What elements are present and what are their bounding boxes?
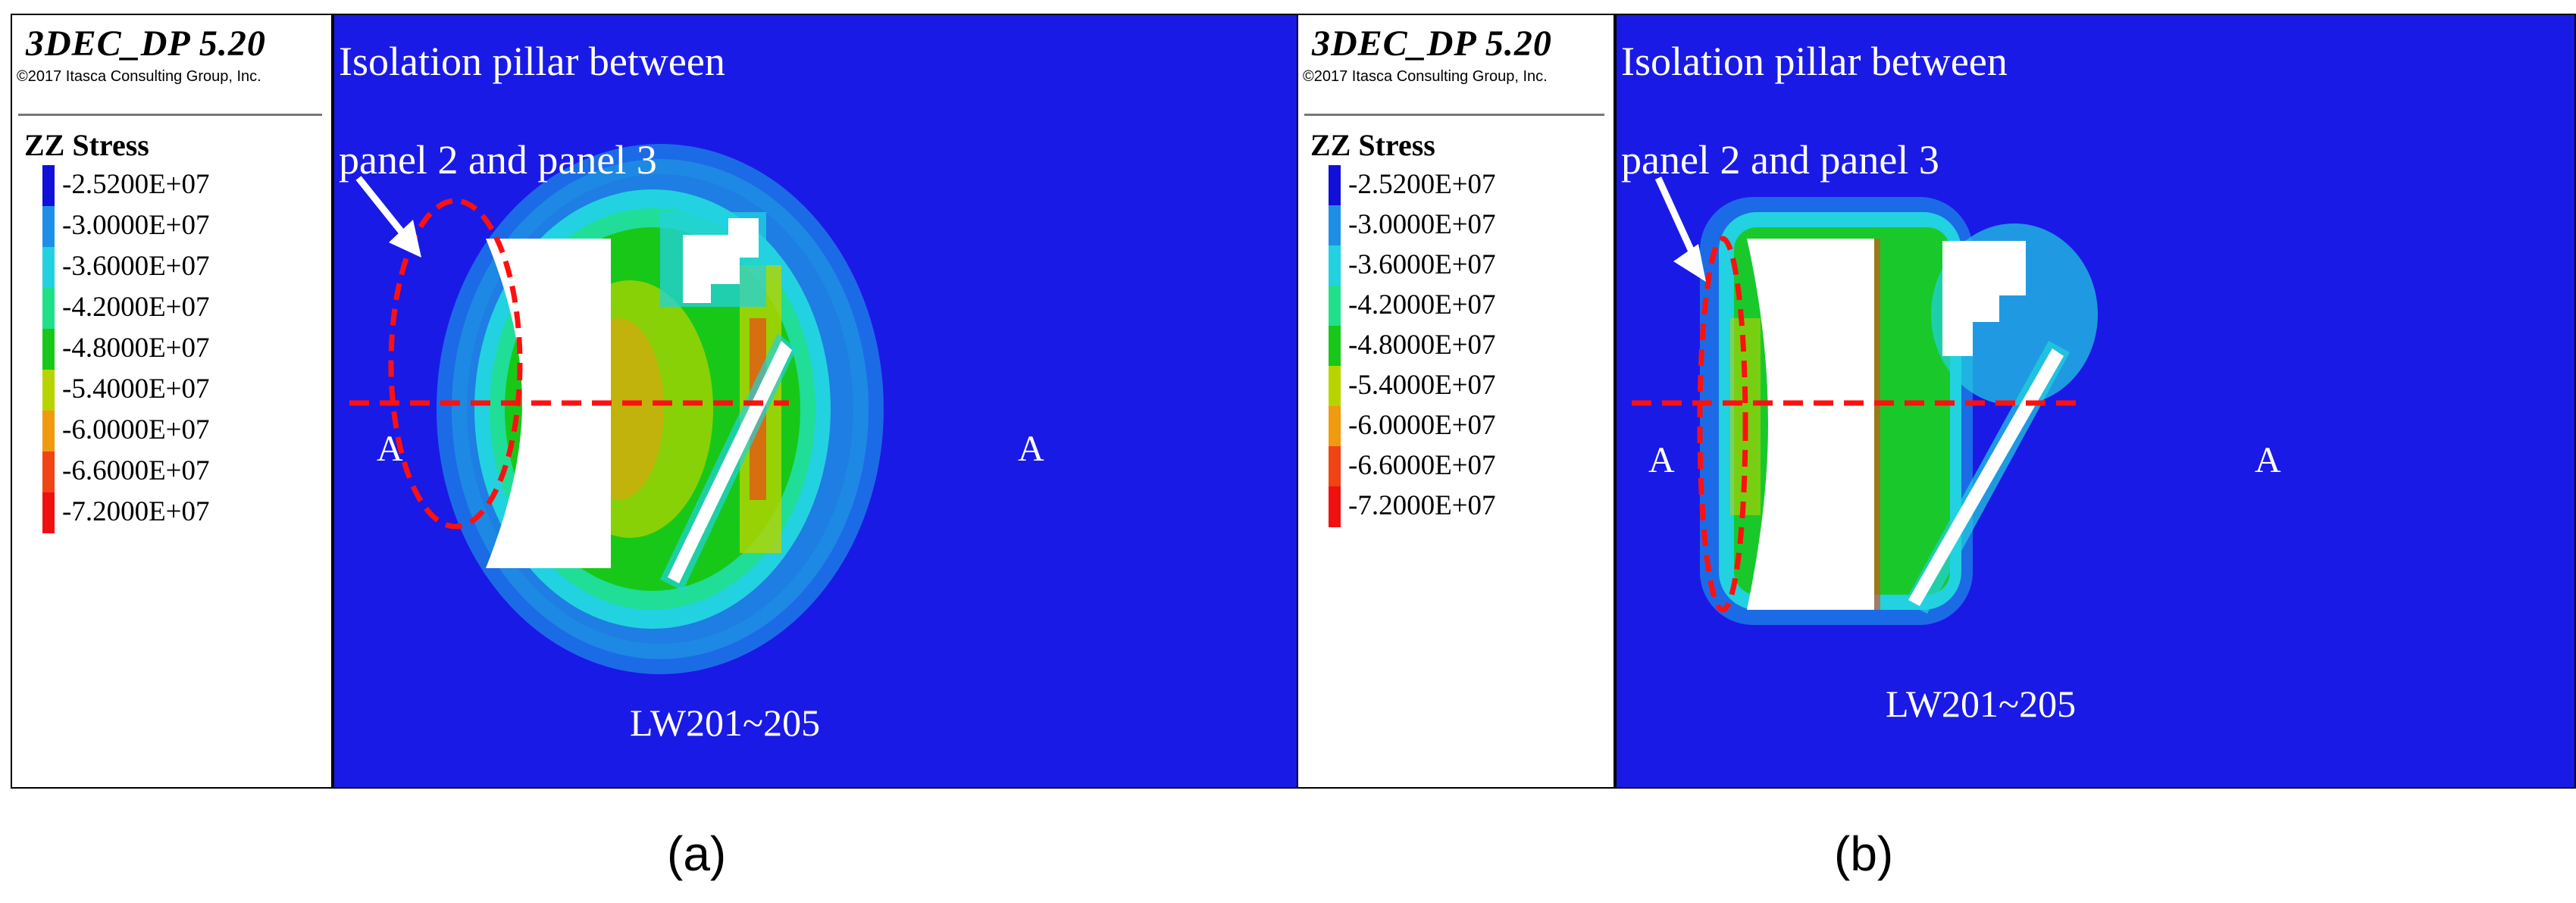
legend-swatch — [1329, 245, 1341, 286]
panel-label-b: LW201~205 — [1886, 683, 2077, 725]
goaf-stair-b — [1942, 241, 2026, 356]
legend-swatch — [42, 165, 55, 206]
legend-swatch — [1329, 406, 1341, 447]
legend-swatch — [42, 329, 55, 370]
section-label-left-b: A — [1648, 440, 1675, 480]
legend-level-label: -3.6000E+07 — [1348, 249, 1496, 280]
stress-field-a — [349, 144, 884, 674]
legend-level-label: -5.4000E+07 — [1348, 370, 1496, 401]
legend-swatch — [42, 288, 55, 329]
legend-level-label: -6.0000E+07 — [62, 414, 210, 445]
legend-level-label: -3.0000E+07 — [62, 210, 210, 241]
goaf-diagonal-b — [1908, 348, 2064, 606]
legend-level-label: -4.2000E+07 — [62, 292, 210, 323]
legend-quantity-title: ZZ Stress — [1310, 128, 1435, 162]
legend-level-label: -4.2000E+07 — [1348, 289, 1496, 320]
section-label-right-b: A — [2255, 440, 2281, 480]
legend-swatch — [1329, 165, 1341, 206]
legend-level-label: -3.0000E+07 — [1348, 209, 1496, 240]
goaf-stair-a — [683, 218, 759, 303]
legend-level-label: -5.4000E+07 — [62, 373, 210, 405]
annotation-line2-b: panel 2 and panel 3 — [1621, 137, 1939, 183]
legend-copyright: ©2017 Itasca Consulting Group, Inc. — [17, 68, 261, 85]
legend-swatch — [42, 370, 55, 411]
legend-swatch — [1329, 446, 1341, 487]
legend-level-label: -3.6000E+07 — [62, 251, 210, 282]
legend-swatch — [42, 411, 55, 452]
legend-level-label: -7.2000E+07 — [62, 496, 210, 527]
stress-contour-map-a: Isolation pillar between panel 2 and pan… — [333, 14, 1299, 789]
legend-level-label: -6.6000E+07 — [62, 455, 210, 486]
legend-swatch — [1329, 286, 1341, 327]
legend-level-label: -7.2000E+07 — [1348, 490, 1496, 521]
annotation-line1-a: Isolation pillar between — [339, 39, 725, 84]
goaf-lw201-205-b — [1747, 239, 1874, 610]
panel-a: 3DEC_DP 5.20 ©2017 Itasca Consulting Gro… — [11, 14, 1299, 790]
legend-level-label: -6.6000E+07 — [1348, 450, 1496, 481]
legend-swatch — [42, 247, 55, 288]
pillar-highlight-ellipse-a — [388, 198, 523, 530]
pointer-arrow-head-a — [389, 220, 421, 258]
legend-swatch — [42, 452, 55, 492]
subfigure-caption-a: (a) — [667, 826, 727, 881]
legend-level-label: -4.8000E+07 — [62, 333, 210, 364]
legend-level-label: -2.5200E+07 — [62, 169, 210, 200]
legend-software-title: 3DEC_DP 5.20 — [1312, 23, 1552, 64]
panel-b: 3DEC_DP 5.20 ©2017 Itasca Consulting Gro… — [1297, 14, 2576, 790]
legend-b: 3DEC_DP 5.20 ©2017 Itasca Consulting Gro… — [1297, 14, 1615, 789]
legend-swatch — [1329, 486, 1341, 527]
subfigure-caption-b: (b) — [1834, 826, 1894, 881]
annotation-line1-b: Isolation pillar between — [1621, 39, 2008, 84]
legend-level-label: -6.0000E+07 — [1348, 410, 1496, 441]
legend-a: 3DEC_DP 5.20 ©2017 Itasca Consulting Gro… — [11, 14, 333, 789]
halo-rim-a — [437, 144, 884, 674]
legend-quantity-title: ZZ Stress — [24, 128, 149, 162]
section-label-right-a: A — [1018, 429, 1044, 469]
legend-software-title: 3DEC_DP 5.20 — [26, 23, 266, 64]
legend-swatch — [1329, 366, 1341, 407]
section-label-left-a: A — [377, 429, 403, 469]
pointer-arrow-shaft-b — [1654, 177, 1700, 263]
abutment-edge-b — [1874, 239, 1880, 610]
pillar-highlight-ellipse-b — [1697, 236, 1748, 613]
legend-copyright: ©2017 Itasca Consulting Group, Inc. — [1303, 68, 1548, 85]
legend-divider — [1304, 114, 1604, 116]
annotation-line2-a: panel 2 and panel 3 — [339, 137, 657, 183]
stress-contour-map-b: Isolation pillar between panel 2 and pan… — [1615, 14, 2576, 789]
legend-swatch — [42, 206, 55, 247]
legend-swatch — [42, 492, 55, 533]
legend-swatch — [1329, 326, 1341, 367]
stress-field-b — [1632, 177, 2098, 625]
legend-level-label: -2.5200E+07 — [1348, 169, 1496, 200]
panel-label-a: LW201~205 — [630, 701, 821, 744]
legend-level-label: -4.8000E+07 — [1348, 330, 1496, 361]
pointer-arrow-head-b — [1673, 244, 1706, 282]
legend-divider — [18, 114, 322, 116]
legend-swatch — [1329, 205, 1341, 246]
